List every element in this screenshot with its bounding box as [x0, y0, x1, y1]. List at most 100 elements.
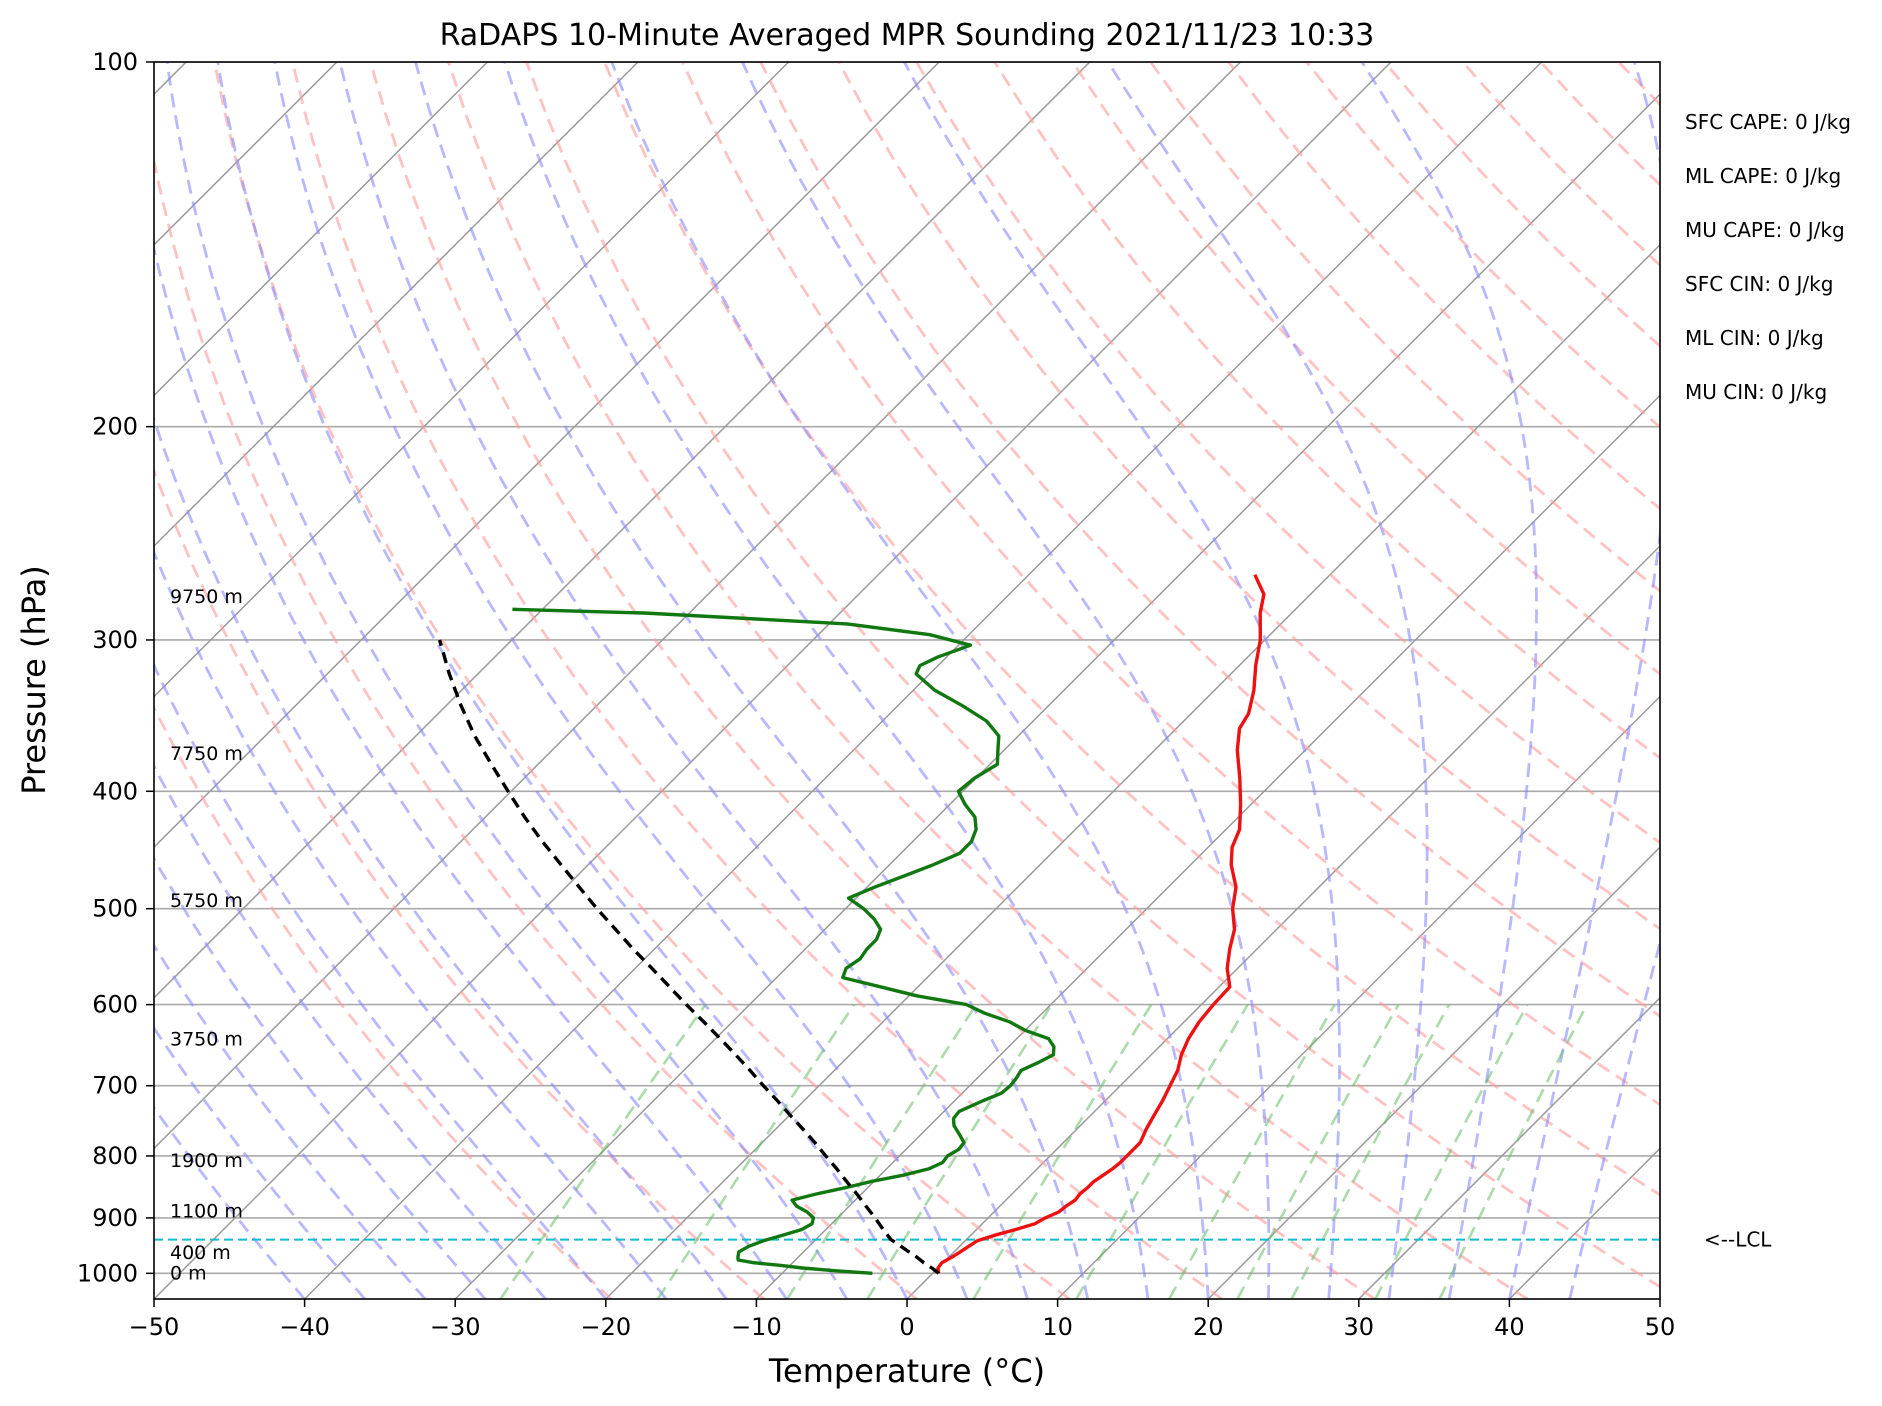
dry-adiabat-line — [154, 704, 613, 1299]
moist-adiabat-line — [741, 62, 1271, 1299]
x-axis-label: Temperature (°C) — [768, 1352, 1045, 1390]
plot-area — [154, 62, 1660, 1299]
x-tick-label: −30 — [430, 1313, 481, 1341]
height-label: 9750 m — [170, 586, 243, 608]
isotherm-line — [154, 62, 1241, 1150]
y-tick-label: 100 — [92, 48, 138, 76]
moist-adiabat-line — [1106, 62, 1429, 1299]
x-tick-label: −20 — [580, 1313, 631, 1341]
x-tick-label: −10 — [731, 1313, 782, 1341]
dry-adiabat-line — [681, 62, 1660, 1107]
y-tick-label: 500 — [92, 895, 138, 923]
dry-adiabat-line — [1149, 62, 1660, 593]
mixing-ratio-line — [1290, 1003, 1451, 1299]
y-tick-label: 1000 — [77, 1259, 138, 1287]
moist-adiabat-line — [1360, 62, 1538, 1299]
dry-adiabat-line — [1071, 62, 1660, 676]
x-tick-label: 30 — [1344, 1313, 1375, 1341]
height-label: 5750 m — [170, 890, 243, 912]
x-tick-label: 50 — [1645, 1313, 1676, 1341]
dry-adiabat-line — [447, 62, 1529, 1299]
height-label: 3750 m — [170, 1029, 243, 1051]
isotherm-line — [154, 62, 1091, 999]
stability-index-text: ML CIN: 0 J/kg — [1685, 326, 1824, 350]
height-label: 1100 m — [170, 1200, 243, 1222]
isotherm-line — [154, 62, 940, 849]
isotherm-line — [605, 243, 1660, 1299]
isotherm-line — [154, 62, 639, 548]
moist-adiabat-line — [1508, 62, 1660, 1299]
moist-adiabat-line — [154, 1025, 366, 1299]
parcel-path-line — [437, 639, 940, 1275]
isotherm-line — [154, 62, 790, 698]
moist-adiabat-line — [154, 856, 487, 1299]
y-tick-label: 600 — [92, 991, 138, 1019]
moist-adiabat-line — [154, 763, 547, 1299]
isotherm-line — [454, 93, 1660, 1299]
height-label: 7750 m — [170, 743, 243, 765]
mixing-ratio-line — [1075, 1003, 1249, 1299]
isotherm-line — [755, 394, 1660, 1299]
y-axis-label: Pressure (hPa) — [15, 565, 53, 795]
mixing-ratio-line — [1236, 1003, 1400, 1299]
chart-title: RaDAPS 10-Minute Averaged MPR Sounding 2… — [440, 18, 1375, 53]
mixing-ratio-line — [786, 1003, 978, 1299]
lcl-label: <--LCL — [1704, 1228, 1772, 1252]
height-labels: 9750 m 7750 m 5750 m 3750 m 1900 m 1100 m 400 … — [170, 586, 243, 1284]
stability-index-text: ML CAPE: 0 J/kg — [1685, 164, 1841, 188]
moist-adiabat-line — [154, 243, 788, 1299]
stability-index-text: MU CIN: 0 J/kg — [1685, 380, 1827, 404]
dry-adiabat-line — [759, 62, 1660, 1018]
dry-adiabat-line — [154, 154, 918, 1299]
dry-adiabat-line — [291, 62, 1223, 1299]
mixing-ratio-line — [972, 1003, 1153, 1299]
x-tick-label: 20 — [1193, 1313, 1224, 1341]
mixing-ratio-line — [866, 1003, 1053, 1299]
dry-adiabat-line — [369, 62, 1376, 1299]
y-tick-label: 700 — [92, 1072, 138, 1100]
temperature-line — [936, 573, 1266, 1274]
height-label: 400 m — [170, 1242, 231, 1264]
y-axis: 100 200 300 400 500 600 700 800 900 1000 — [77, 48, 154, 1287]
moist-adiabat-line — [610, 62, 1210, 1299]
stability-index-text: SFC CIN: 0 J/kg — [1685, 272, 1833, 296]
dewpoint-line — [512, 607, 1056, 1275]
isobar-gridlines — [154, 62, 1660, 1275]
moist-adiabat-line — [414, 62, 1090, 1299]
x-tick-label: 0 — [899, 1313, 914, 1341]
x-tick-label: −50 — [129, 1313, 180, 1341]
moist-adiabat-line — [1568, 937, 1660, 1299]
sounding-traces — [437, 573, 1266, 1275]
isotherm-line — [906, 544, 1660, 1299]
isotherm-line — [154, 62, 488, 397]
isotherm-line — [1358, 996, 1660, 1299]
y-tick-label: 300 — [92, 626, 138, 654]
stability-indices: SFC CAPE: 0 J/kg ML CAPE: 0 J/kg MU CAPE: … — [1685, 110, 1851, 404]
dry-adiabat-line — [603, 62, 1660, 1197]
moist-adiabat-line — [154, 548, 668, 1299]
moist-adiabat-line — [503, 62, 1150, 1299]
mixing-ratio-line — [499, 1003, 707, 1299]
y-tick-label: 200 — [92, 413, 138, 441]
moist-adiabat-line — [154, 943, 427, 1299]
dry-adiabat-line — [525, 62, 1660, 1289]
isotherm-line — [154, 62, 1392, 1299]
moist-adiabat-line — [216, 62, 909, 1299]
dry-adiabat-line — [837, 62, 1660, 931]
height-label: 0 m — [170, 1262, 207, 1284]
mixing-ratio-line — [1438, 1004, 1589, 1299]
mixing-ratio-line — [656, 1003, 856, 1299]
mixing-ratio-line — [1168, 1003, 1336, 1299]
moist-adiabat-line — [165, 62, 849, 1299]
dry-adiabats — [154, 62, 1660, 1299]
x-tick-label: 10 — [1042, 1313, 1073, 1341]
dry-adiabat-line — [915, 62, 1660, 845]
mixing-ratio-line — [1374, 1003, 1529, 1299]
isotherm-gridlines — [154, 62, 1660, 1299]
moist-adiabat-line — [154, 1105, 306, 1299]
dry-adiabat-line — [993, 62, 1660, 760]
x-tick-label: −40 — [279, 1313, 330, 1341]
moist-adiabat-line — [154, 662, 607, 1299]
